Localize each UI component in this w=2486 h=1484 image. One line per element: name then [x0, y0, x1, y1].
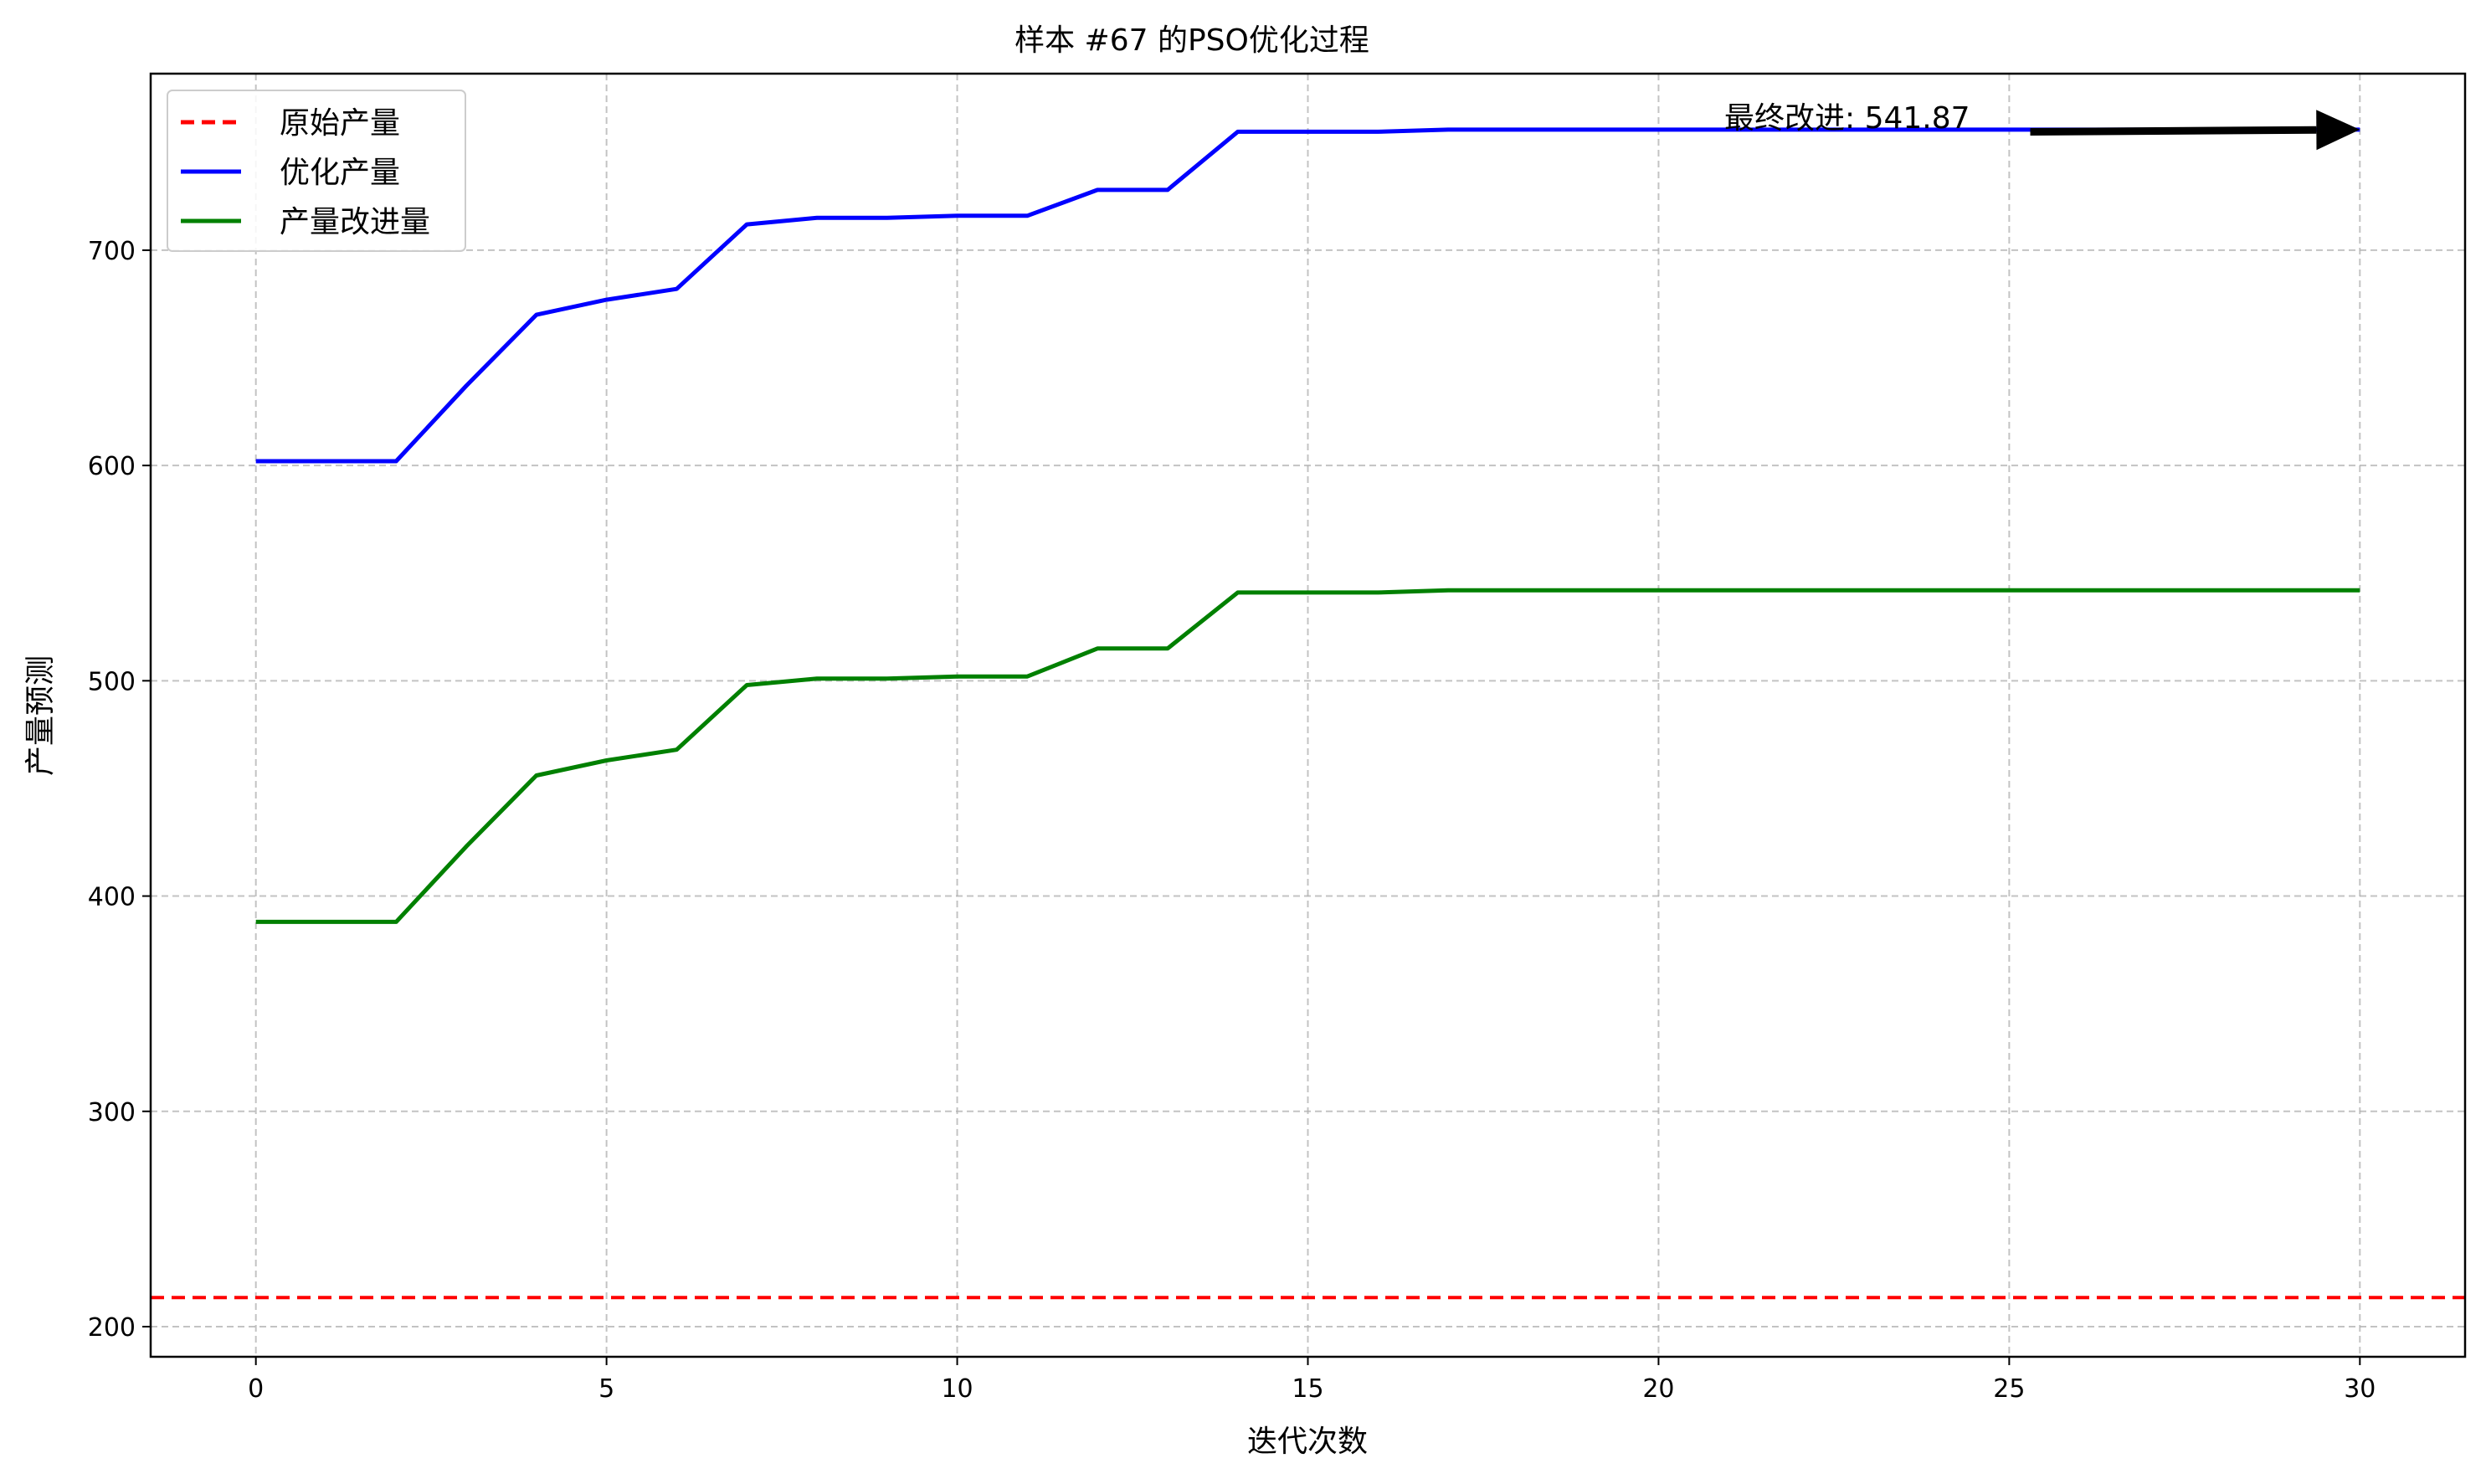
- series-line-2: [255, 588, 2360, 924]
- y-tick-label: 400: [88, 883, 136, 912]
- y-tick-label: 500: [88, 667, 136, 696]
- x-tick-label: 0: [248, 1374, 264, 1404]
- series-layer: [151, 127, 2465, 1300]
- annotation-arrow-head: [2316, 110, 2360, 151]
- x-tick-label: 25: [1993, 1374, 2025, 1404]
- legend-label: 优化产量: [280, 156, 400, 190]
- annotation-label: 最终改进: 541.87: [1724, 101, 1970, 136]
- grid: [151, 74, 2465, 1357]
- x-axis-label: 迭代次数: [1247, 1425, 1368, 1459]
- x-tick-label: 5: [598, 1374, 614, 1404]
- annotation-arrow-shaft: [2030, 126, 2317, 136]
- x-tick-label: 20: [1642, 1374, 1674, 1404]
- series-line-1: [255, 127, 2360, 464]
- x-tick-label: 15: [1292, 1374, 1323, 1404]
- axis-ticks: 0 5 10 15 20 25 30 200 300 400 500 600 700: [88, 237, 2376, 1404]
- chart-title: 样本 #67 的PSO优化过程: [1014, 23, 1369, 58]
- legend-box: [167, 90, 466, 252]
- x-tick-label: 30: [2344, 1374, 2376, 1404]
- legend-label: 产量改进量: [280, 205, 430, 239]
- x-tick-label: 10: [941, 1374, 973, 1404]
- annotation: 最终改进: 541.87: [1724, 101, 2360, 151]
- y-axis-label: 产量预测: [23, 655, 58, 776]
- legend-label: 原始产量: [280, 106, 400, 141]
- y-tick-label: 600: [88, 452, 136, 481]
- y-tick-label: 300: [88, 1098, 136, 1127]
- y-tick-label: 700: [88, 237, 136, 266]
- y-tick-label: 200: [88, 1313, 136, 1343]
